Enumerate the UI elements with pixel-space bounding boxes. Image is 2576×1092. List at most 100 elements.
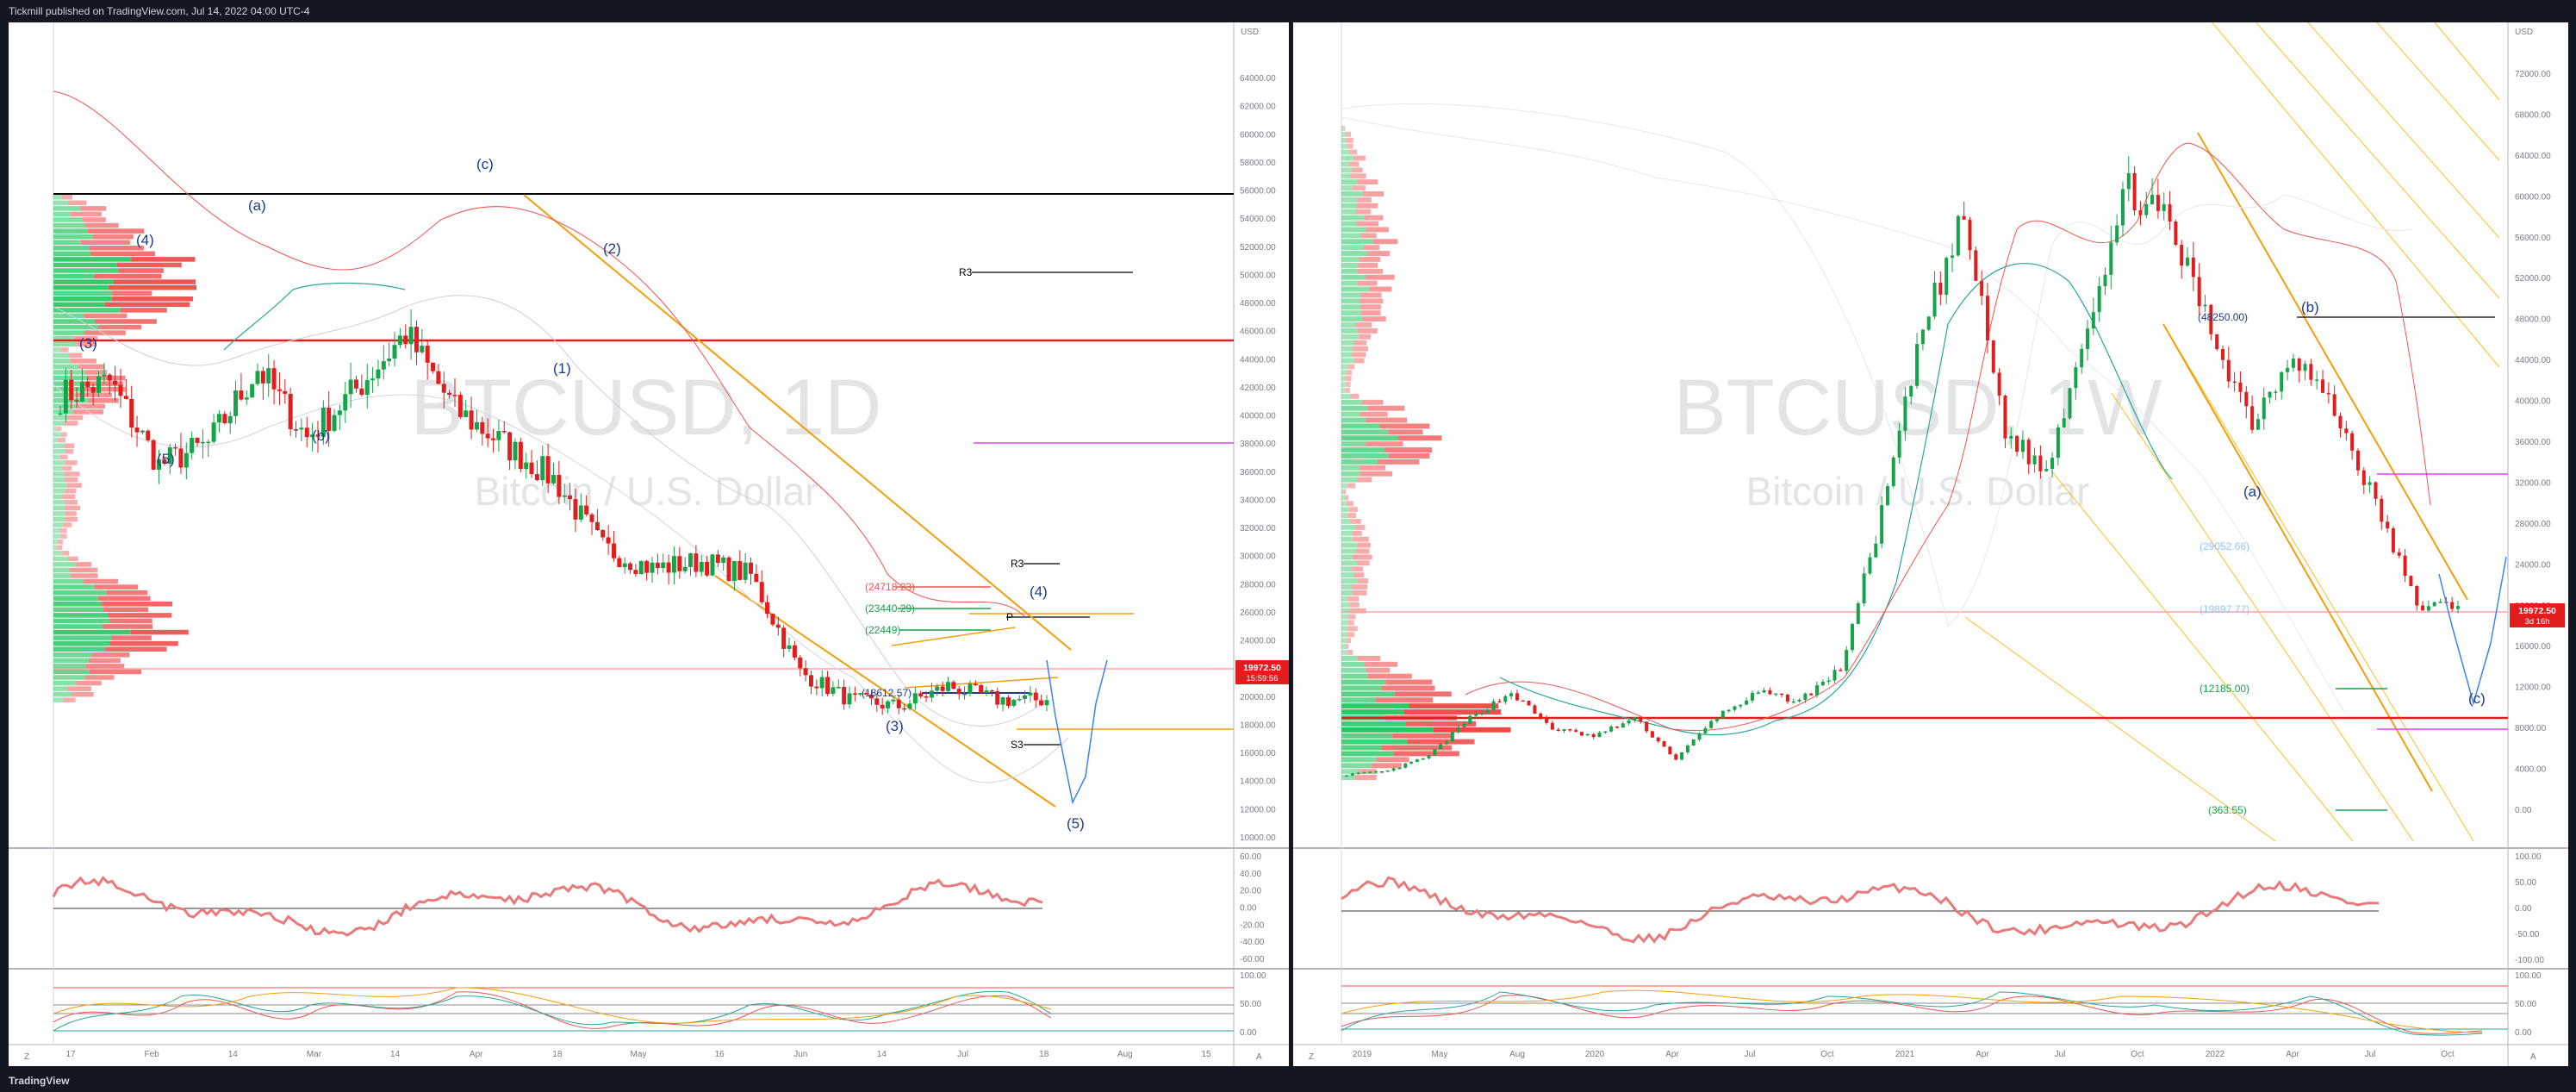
candle <box>1597 732 1602 738</box>
profile-bar-up <box>1341 703 1409 709</box>
candle <box>622 563 627 567</box>
watermark-name: Bitcoin / U.S. Dollar <box>1746 469 2090 514</box>
time-tick: 18 <box>1039 1050 1049 1059</box>
candle <box>250 384 255 398</box>
profile-bar-up <box>53 596 98 601</box>
time-tick: Apr <box>1665 1050 1679 1059</box>
candle <box>803 668 808 676</box>
candle <box>387 358 392 362</box>
profile-bar-up <box>53 284 109 290</box>
stoch-tick: 50.00 <box>1240 1000 1261 1009</box>
candle <box>337 410 342 415</box>
candle <box>1427 755 1431 758</box>
profile-bar-down <box>1433 727 1511 733</box>
profile-bar-down <box>1372 239 1398 245</box>
candle <box>2180 245 2184 266</box>
candle <box>288 393 293 430</box>
candle <box>1445 741 1449 745</box>
price-tick: 46000.00 <box>1240 328 1276 337</box>
candle <box>2044 468 2049 471</box>
candle <box>529 462 534 475</box>
candle <box>239 390 244 400</box>
right-chart-svg[interactable]: BTCUSD, 1W Bitcoin / U.S. Dollar (b) (a)… <box>1293 22 2568 1066</box>
candle <box>359 388 364 396</box>
candle <box>2126 172 2131 190</box>
candle <box>370 378 376 381</box>
candle <box>200 441 205 444</box>
candle <box>2332 394 2336 416</box>
candle <box>715 554 720 564</box>
profile-bar-up <box>53 319 96 324</box>
corner-a[interactable]: A <box>2530 1052 2536 1062</box>
candle <box>102 374 107 377</box>
profile-bar-up <box>1341 578 1358 583</box>
profile-bar-down <box>89 246 144 251</box>
profile-bar-down <box>1357 542 1371 548</box>
profile-bar-up <box>53 675 85 680</box>
corner-z[interactable]: Z <box>24 1052 29 1062</box>
price-tick: 32000.00 <box>2515 478 2551 488</box>
profile-bar-up <box>53 353 69 359</box>
candle <box>633 570 638 575</box>
profile-bar-up <box>1341 513 1348 518</box>
profile-bar-down <box>1355 209 1372 215</box>
candle <box>1938 282 1943 295</box>
profile-bar-up <box>53 359 71 364</box>
profile-bar-down <box>1352 554 1372 560</box>
candle <box>381 361 386 370</box>
publish-header: Tickmill published on TradingView.com, J… <box>0 0 2576 22</box>
profile-bar-up <box>53 200 69 206</box>
price-tick: 18000.00 <box>1240 721 1276 730</box>
corner-z[interactable]: Z <box>1309 1052 1314 1062</box>
price-badge-countdown: 15:59:56 <box>1247 674 1279 683</box>
profile-bar-down <box>1357 655 1381 661</box>
candle <box>1385 771 1390 772</box>
profile-bar-down <box>103 624 153 629</box>
profile-bar-up <box>1341 536 1353 542</box>
profile-bar-down <box>1358 262 1378 268</box>
supertrend-green <box>1499 263 2173 736</box>
triangle-upper <box>891 627 1016 646</box>
candle <box>1450 732 1454 742</box>
profile-bar-up <box>1341 769 1359 775</box>
wave-label-4b: (4) <box>1030 583 1048 600</box>
stoch-line-orange <box>1341 989 2483 1033</box>
profile-bar-down <box>65 511 77 516</box>
tradingview-logo[interactable]: TradingView <box>9 1075 70 1087</box>
candle <box>1039 700 1044 706</box>
profile-bar-up <box>1341 316 1363 321</box>
profile-bar-up <box>1341 239 1373 245</box>
corner-a[interactable]: A <box>1256 1052 1262 1062</box>
profile-bar-down <box>85 664 125 669</box>
profile-bar-up <box>1341 667 1367 673</box>
candle <box>327 407 332 431</box>
left-chart-svg[interactable]: BTCUSD, 1D Bitcoin / U.S. Dollar (a) (4)… <box>9 22 1289 1066</box>
profile-bar-up <box>1341 179 1358 185</box>
candle <box>2415 586 2419 606</box>
left-chart-panel[interactable]: BTCUSD, 1D Bitcoin / U.S. Dollar (a) (4)… <box>9 22 1289 1066</box>
profile-bar-down <box>64 471 80 477</box>
profile-bar-down <box>82 217 106 222</box>
candle <box>2280 371 2284 392</box>
profile-bar-down <box>84 370 108 375</box>
profile-bar-down <box>109 640 178 646</box>
profile-bar-up <box>53 341 78 346</box>
profile-bar-down <box>73 335 98 341</box>
wave-label-a: (a) <box>248 197 266 214</box>
profile-bar-up <box>53 602 103 607</box>
profile-bar-down <box>69 567 98 573</box>
candle <box>1545 717 1549 723</box>
profile-bar-up <box>1341 691 1395 697</box>
profile-bar-down <box>1366 227 1389 233</box>
price-tick: 14000.00 <box>1240 777 1276 787</box>
candle <box>1733 706 1737 710</box>
profile-bar-down <box>1347 650 1353 655</box>
profile-bar-down <box>58 437 66 443</box>
candle <box>1903 396 1907 431</box>
profile-bar-up <box>1341 310 1361 316</box>
right-chart-panel[interactable]: BTCUSD, 1W Bitcoin / U.S. Dollar (b) (a)… <box>1293 22 2568 1066</box>
time-tick: 14 <box>877 1050 887 1059</box>
profile-bar-down <box>77 341 97 346</box>
price-tick: 54000.00 <box>1240 215 1276 224</box>
candle <box>1891 457 1895 487</box>
